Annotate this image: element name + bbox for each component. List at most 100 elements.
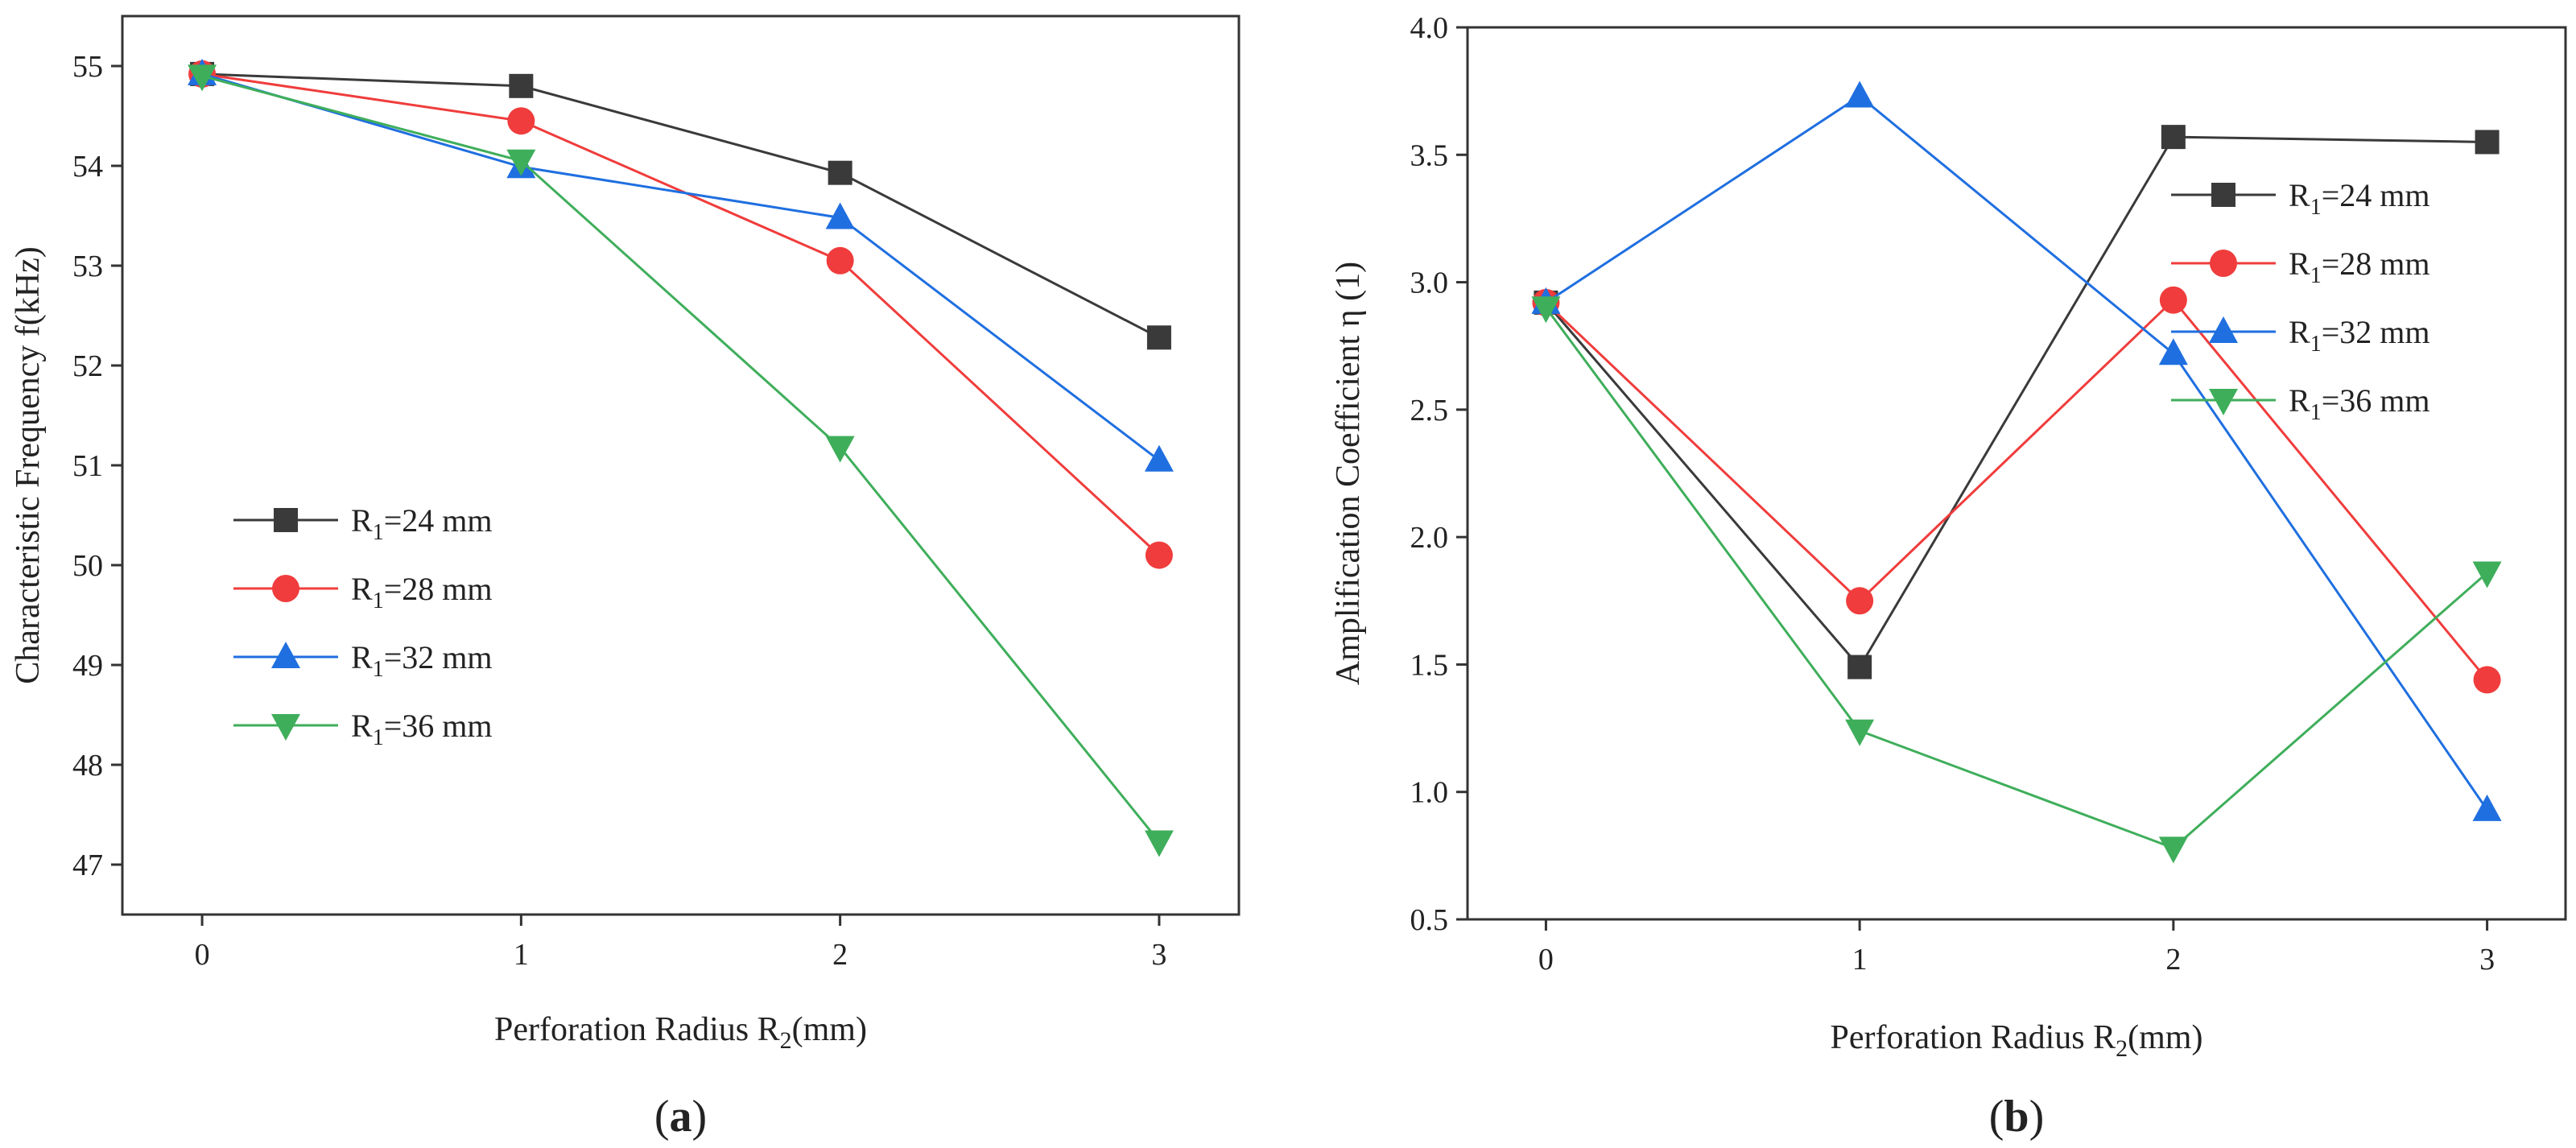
data-point xyxy=(507,107,535,135)
data-point xyxy=(828,160,852,185)
x-axis-title-sub: 2 xyxy=(780,1027,792,1054)
series-line-2 xyxy=(1545,94,2488,811)
series-line-0 xyxy=(202,72,1160,339)
panel-label-open: ( xyxy=(1989,1092,2004,1142)
data-point xyxy=(1845,719,1875,746)
panel-label: (b) xyxy=(1989,1092,2044,1142)
data-point xyxy=(2472,794,2502,821)
data-point xyxy=(2158,338,2188,365)
y-tick-label: 53 xyxy=(72,250,103,283)
y-tick-label: 52 xyxy=(72,349,103,383)
data-point xyxy=(188,64,217,92)
legend-marker xyxy=(271,714,300,741)
data-point xyxy=(825,202,855,229)
legend-marker xyxy=(271,642,300,668)
y-tick-label: 54 xyxy=(72,150,103,184)
panel-label-close: ) xyxy=(692,1092,708,1142)
chart-b: 0 1 2 30.51.01.52.02.53.03.54.0R1=24 mmR1=2… xyxy=(1330,11,2567,1142)
x-tick-label: 0 xyxy=(1538,943,1554,977)
x-tick-label: 2 xyxy=(832,938,848,972)
data-point xyxy=(1847,655,1872,679)
x-axis-title-main: Perforation Radius R xyxy=(1831,1019,2116,1056)
legend-marker xyxy=(274,508,298,532)
data-point xyxy=(2472,561,2502,588)
y-tick-label: 49 xyxy=(72,649,103,683)
series-line-1 xyxy=(1545,298,2488,681)
legend-label-sub: 1 xyxy=(373,657,384,682)
x-tick-label: 2 xyxy=(2165,943,2181,977)
legend-label-suffix: =36 mm xyxy=(2322,382,2430,419)
x-axis-title: Perforation Radius R2(mm) xyxy=(494,1011,867,1054)
legend-label-main: R xyxy=(2289,314,2310,350)
legend-label-sub: 1 xyxy=(373,520,384,545)
legend-label-suffix: =28 mm xyxy=(2322,246,2430,282)
panel-label-letter: a xyxy=(670,1092,692,1142)
y-tick-label: 3.5 xyxy=(1410,138,1449,172)
data-point xyxy=(1144,444,1174,472)
legend-label-suffix: =32 mm xyxy=(2322,314,2430,350)
data-point xyxy=(2158,836,2188,864)
legend-label: R1=36 mm xyxy=(351,708,492,750)
data-point xyxy=(2161,125,2186,150)
data-point xyxy=(2475,130,2500,155)
legend-label-main: R xyxy=(351,502,373,539)
legend-marker xyxy=(272,575,299,602)
panel-label-open: ( xyxy=(654,1092,670,1142)
panel-label: (a) xyxy=(654,1092,707,1142)
data-point xyxy=(1845,81,1875,108)
legend-marker xyxy=(2209,316,2238,343)
series-line-1 xyxy=(201,72,1160,556)
data-point xyxy=(506,149,536,176)
legend-label-sub: 1 xyxy=(2310,400,2322,425)
data-point xyxy=(2159,286,2187,314)
legend-label-main: R xyxy=(351,571,373,607)
data-point xyxy=(1846,587,1874,615)
legend-label-main: R xyxy=(2289,246,2310,282)
x-tick-label: 1 xyxy=(514,938,529,972)
y-tick-label: 51 xyxy=(72,449,103,483)
y-tick-label: 55 xyxy=(72,50,103,84)
series-line-3 xyxy=(1545,307,2488,850)
legend-label-sub: 1 xyxy=(373,725,384,750)
x-tick-label: 3 xyxy=(2479,943,2495,977)
legend-label: R1=36 mm xyxy=(2289,382,2429,425)
y-tick-label: 4.0 xyxy=(1410,11,1449,45)
x-tick-label: 3 xyxy=(1151,938,1166,972)
legend-label-sub: 1 xyxy=(2310,195,2322,220)
legend-label-main: R xyxy=(351,708,373,744)
y-axis-title: Amplification Coefficient η (1) xyxy=(1330,262,1367,685)
legend-label-sub: 1 xyxy=(373,588,384,613)
legend-label-sub: 1 xyxy=(2310,332,2322,357)
x-axis-title-suffix: (mm) xyxy=(792,1011,867,1048)
y-tick-label: 1.5 xyxy=(1410,648,1449,682)
series-line-0 xyxy=(1545,135,2487,670)
data-point xyxy=(1531,296,1561,324)
legend-label: R1=32 mm xyxy=(351,639,492,682)
legend-marker xyxy=(2209,389,2238,415)
legend-label: R1=24 mm xyxy=(351,502,492,545)
legend-label: R1=32 mm xyxy=(2289,314,2429,357)
legend-label-sub: 1 xyxy=(2310,263,2322,288)
legend-label-main: R xyxy=(351,639,373,675)
x-tick-label: 1 xyxy=(1852,943,1868,977)
data-point xyxy=(509,73,534,98)
panel-label-close: ) xyxy=(2029,1092,2045,1142)
legend-label-suffix: =24 mm xyxy=(384,502,493,539)
legend-label-suffix: =28 mm xyxy=(384,571,493,607)
y-tick-label: 1.0 xyxy=(1410,776,1449,810)
x-tick-label: 0 xyxy=(195,938,210,972)
y-tick-label: 3.0 xyxy=(1410,266,1449,300)
data-point xyxy=(1145,541,1173,569)
y-tick-label: 47 xyxy=(72,849,103,882)
legend-marker xyxy=(2210,250,2237,277)
legend-label: R1=28 mm xyxy=(351,571,492,613)
data-point xyxy=(2473,666,2501,694)
x-axis-title-main: Perforation Radius R xyxy=(494,1011,780,1048)
y-tick-label: 50 xyxy=(72,549,103,583)
legend-label-suffix: =36 mm xyxy=(384,708,493,744)
y-tick-label: 2.5 xyxy=(1410,394,1449,427)
